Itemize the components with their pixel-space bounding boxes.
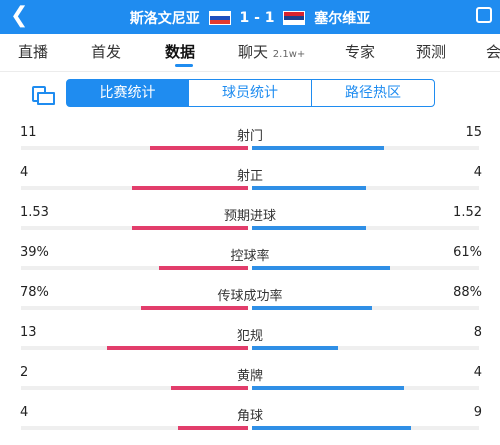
away-stat-bar xyxy=(252,186,366,190)
stat-label: 犯规 xyxy=(236,329,263,344)
home-stat-track xyxy=(21,266,248,270)
away-stat-value: 88% xyxy=(453,285,482,300)
away-stat-bar xyxy=(252,146,384,150)
away-stat-track xyxy=(252,306,479,310)
home-team-name: 斯洛文尼亚 xyxy=(129,11,200,27)
home-stat-bar xyxy=(132,186,248,190)
stat-label: 角球 xyxy=(236,409,263,424)
match-title: 斯洛文尼亚 1 - 1 塞尔维亚 xyxy=(0,8,500,28)
tab-expert[interactable]: 专家 xyxy=(345,43,376,61)
away-team-name: 塞尔维亚 xyxy=(314,11,371,27)
away-stat-value: 9 xyxy=(473,405,482,420)
away-stat-value: 61% xyxy=(453,245,482,260)
away-stat-track xyxy=(252,186,479,190)
stat-row: 4 射正 4 xyxy=(0,165,500,205)
active-tab-indicator xyxy=(175,64,193,67)
home-stat-bar xyxy=(107,346,248,350)
away-stat-track xyxy=(252,226,479,230)
segment-heatmap[interactable]: 路径热区 xyxy=(311,79,435,107)
tab-lineup[interactable]: 首发 xyxy=(91,43,122,61)
serbia-flag-icon xyxy=(283,11,306,25)
home-stat-bar xyxy=(150,146,248,150)
home-stat-track xyxy=(21,146,248,150)
stat-row: 78% 传球成功率 88% xyxy=(0,285,500,325)
home-stat-value: 11 xyxy=(20,125,37,140)
away-stat-bar xyxy=(252,306,373,310)
home-stat-bar xyxy=(141,306,248,310)
away-stat-value: 4 xyxy=(473,365,482,380)
away-stat-value: 4 xyxy=(473,165,482,180)
away-stat-bar xyxy=(252,426,411,430)
slovenia-flag-icon xyxy=(208,11,231,25)
share-icon[interactable] xyxy=(476,7,492,23)
away-stat-bar xyxy=(252,266,391,270)
home-stat-value: 78% xyxy=(20,285,49,300)
away-stat-bar xyxy=(252,346,339,350)
home-stat-track xyxy=(21,346,248,350)
tab-bar: 直播 首发 数据 聊天 2.1w+ 专家 预测 会 xyxy=(0,34,500,72)
segment-player-stats[interactable]: 球员统计 xyxy=(188,79,312,107)
away-stat-bar xyxy=(252,226,366,230)
chevron-left-icon[interactable]: ❮ xyxy=(10,3,29,28)
stat-row: 39% 控球率 61% xyxy=(0,245,500,285)
away-stat-track xyxy=(252,346,479,350)
home-stat-bar xyxy=(132,226,248,230)
home-stat-track xyxy=(21,306,248,310)
home-stat-value: 2 xyxy=(20,365,29,380)
away-stat-bar xyxy=(252,386,405,390)
away-stat-track xyxy=(252,426,479,430)
away-stat-track xyxy=(252,146,479,150)
away-stat-value: 8 xyxy=(473,325,482,340)
home-stat-value: 1.53 xyxy=(20,205,49,220)
tab-more[interactable]: 会 xyxy=(486,43,500,61)
home-stat-bar xyxy=(177,426,248,430)
stat-row: 1.53 预期进球 1.52 xyxy=(0,205,500,245)
stat-label: 射正 xyxy=(236,169,263,184)
tab-predict[interactable]: 预测 xyxy=(416,43,447,61)
document-icon[interactable] xyxy=(32,86,55,105)
tab-live[interactable]: 直播 xyxy=(18,43,49,61)
chat-count-badge: 2.1w+ xyxy=(272,49,306,60)
home-stat-track xyxy=(21,186,248,190)
stat-row: 11 射门 15 xyxy=(0,125,500,165)
stat-label: 预期进球 xyxy=(223,209,276,224)
segment-match-stats[interactable]: 比赛统计 xyxy=(66,79,189,107)
home-stat-value: 13 xyxy=(20,325,37,340)
away-stat-value: 1.52 xyxy=(453,205,482,220)
home-stat-value: 39% xyxy=(20,245,49,260)
tab-chat-label: 聊天 xyxy=(238,43,269,61)
tab-chat[interactable]: 聊天 2.1w+ xyxy=(238,41,305,62)
stat-label: 控球率 xyxy=(230,249,270,264)
match-score: 1 - 1 xyxy=(239,10,275,26)
away-stat-track xyxy=(252,386,479,390)
away-stat-value: 15 xyxy=(465,125,482,140)
home-stat-value: 4 xyxy=(20,165,29,180)
home-stat-track xyxy=(21,386,248,390)
home-stat-track xyxy=(21,226,248,230)
match-header: ❮ 斯洛文尼亚 1 - 1 塞尔维亚 xyxy=(0,0,500,34)
stat-label: 射门 xyxy=(236,129,263,144)
stat-label: 黄牌 xyxy=(236,369,263,384)
home-stat-track xyxy=(21,426,248,430)
home-stat-bar xyxy=(159,266,248,270)
stat-row: 4 角球 9 xyxy=(0,405,500,445)
stat-row: 13 犯规 8 xyxy=(0,325,500,365)
away-stat-track xyxy=(252,266,479,270)
tab-data[interactable]: 数据 xyxy=(165,43,196,61)
home-stat-value: 4 xyxy=(20,405,29,420)
stat-row: 2 黄牌 4 xyxy=(0,365,500,405)
stat-label: 传球成功率 xyxy=(217,289,283,304)
home-stat-bar xyxy=(170,386,248,390)
